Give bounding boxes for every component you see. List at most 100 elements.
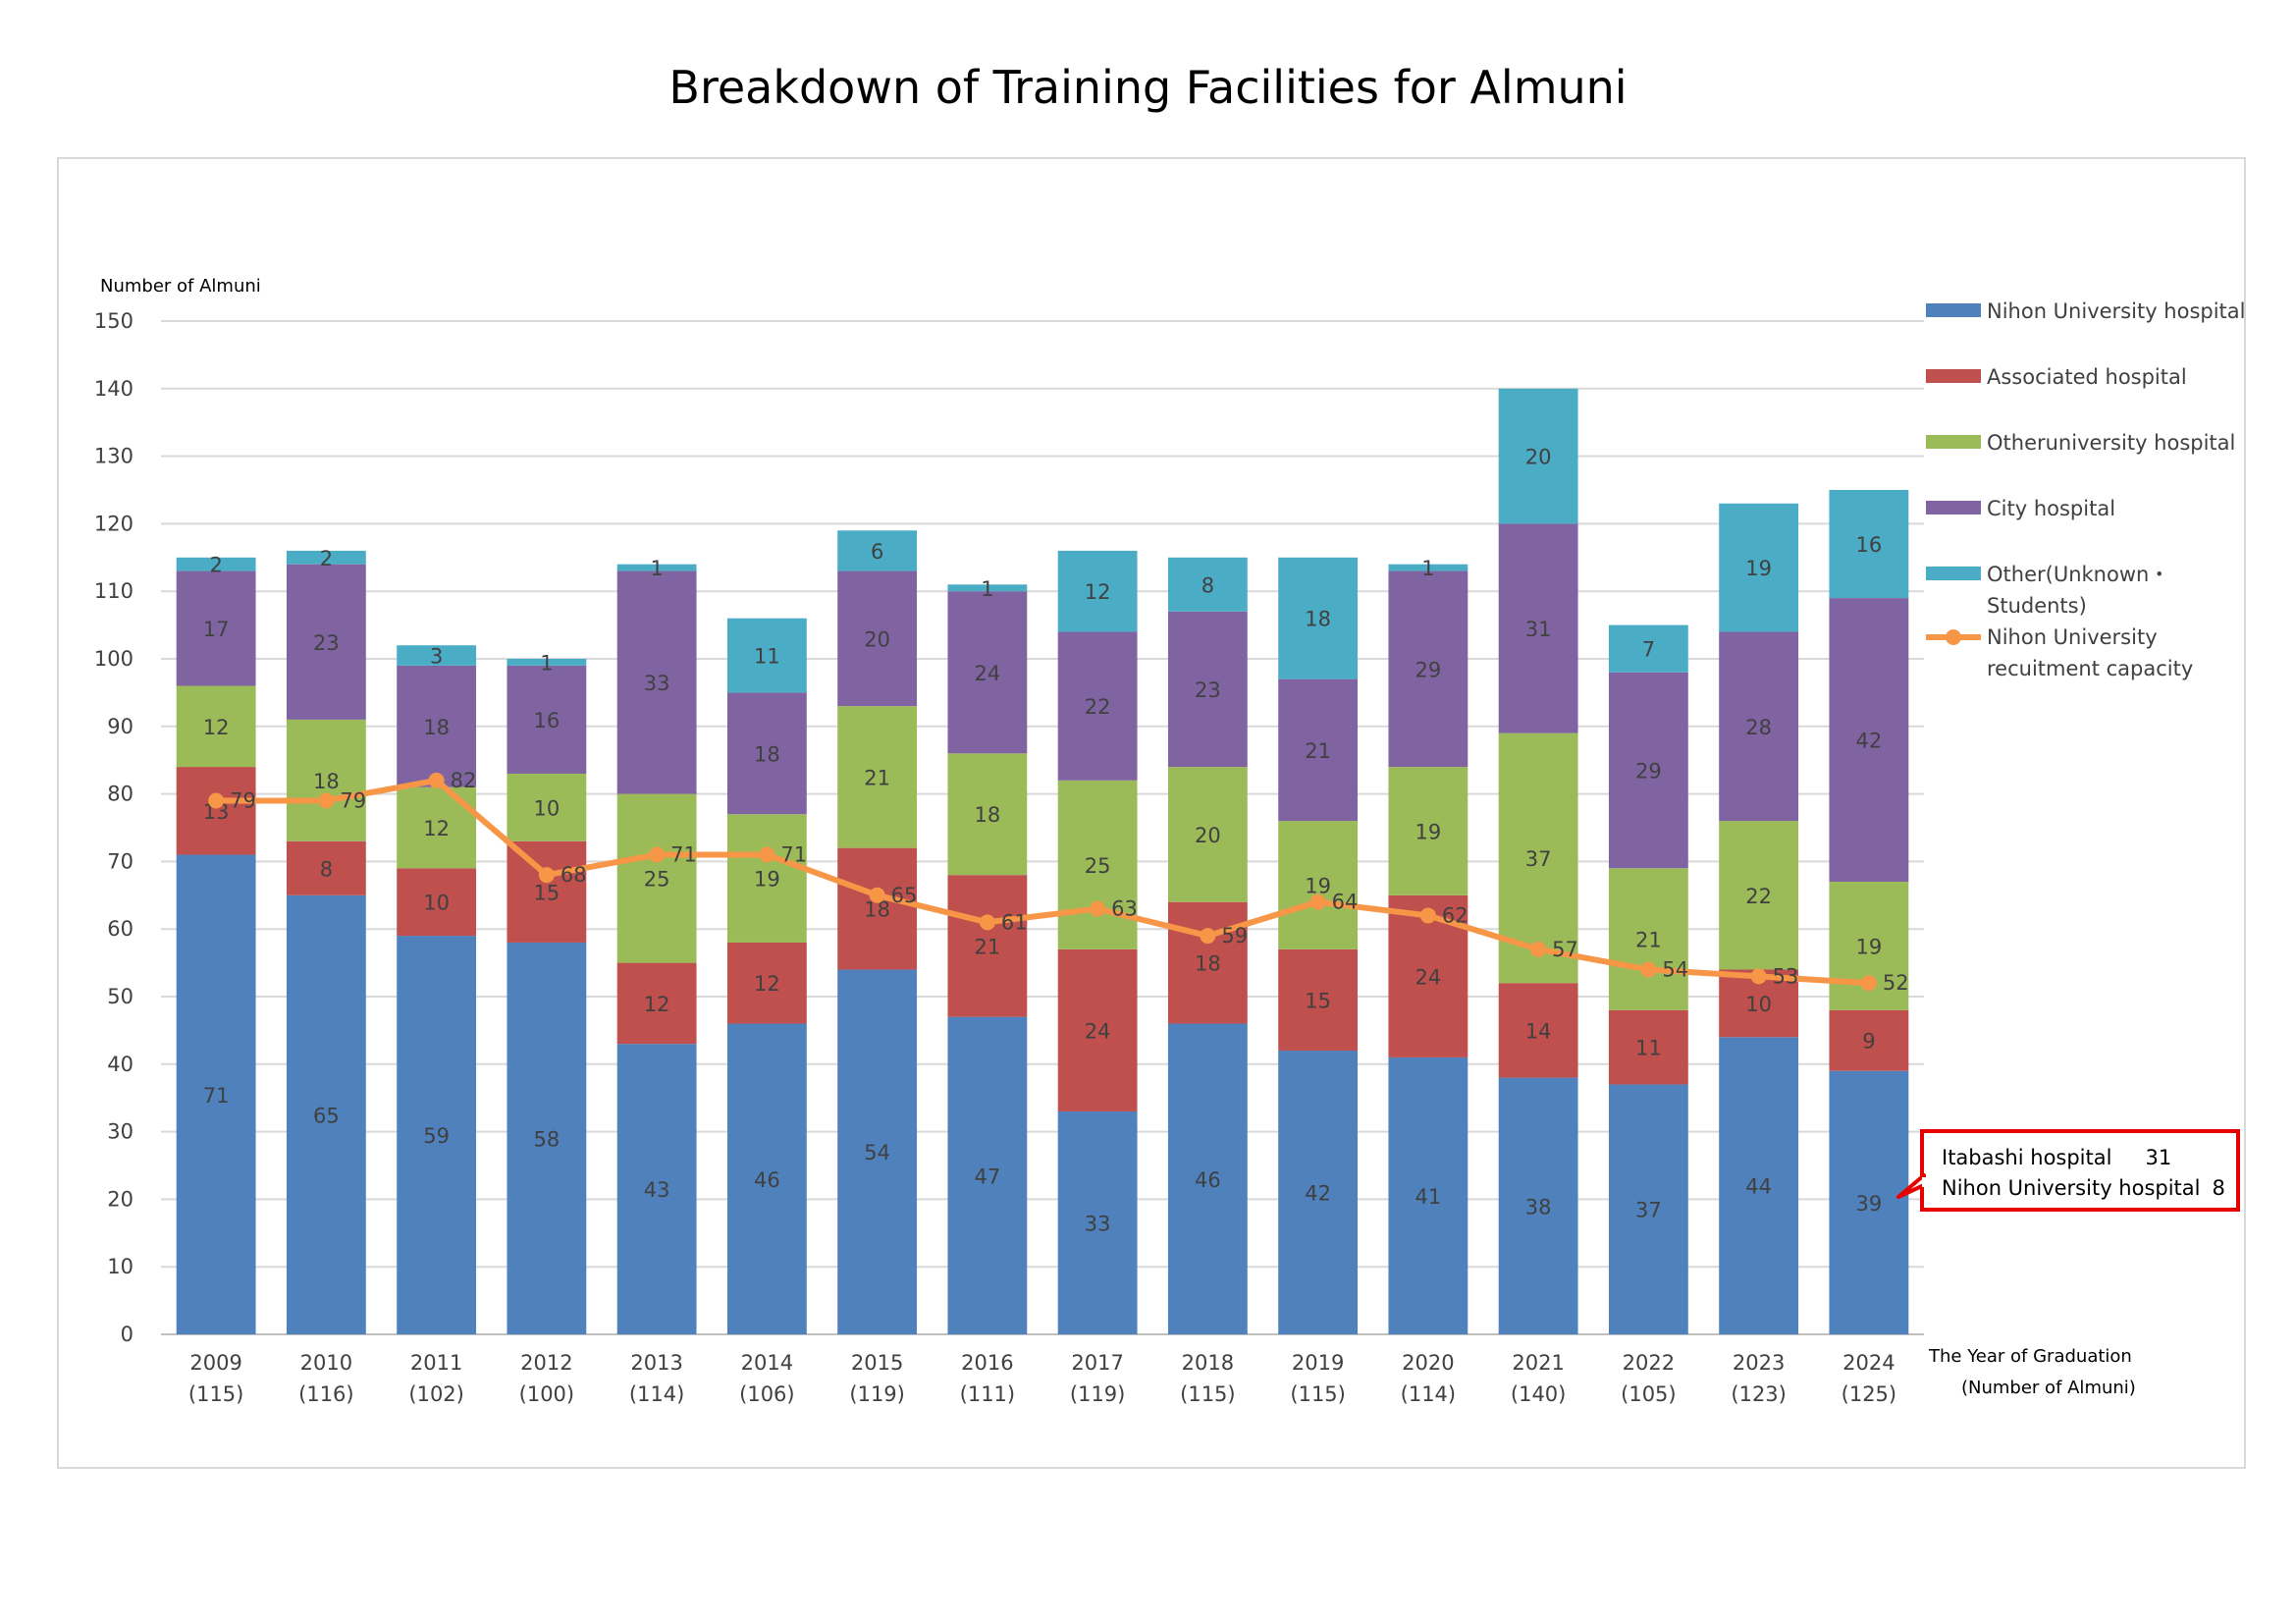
bar-segment [286, 550, 366, 565]
callout-row1-name: Itabashi hospital [1942, 1146, 2112, 1169]
bar-segment [1608, 624, 1688, 673]
bar-segment [397, 665, 477, 787]
bar-value-label: 10 [423, 892, 450, 915]
bar-segment [286, 719, 366, 841]
bar-segment [1057, 1110, 1138, 1334]
callout-pointer [1896, 1173, 1928, 1199]
bar-value-label: 24 [1085, 1019, 1111, 1043]
bar-value-label: 11 [754, 645, 780, 669]
bar-segment [1278, 678, 1359, 822]
bar-segment [507, 840, 587, 943]
capacity-point [1530, 941, 1547, 957]
bar-value-label: 46 [1195, 1168, 1221, 1192]
bar-value-label: 38 [1525, 1195, 1552, 1218]
bar-value-label: 19 [1305, 874, 1331, 897]
y-tick-label: 10 [107, 1255, 133, 1278]
bar-value-label: 33 [644, 672, 670, 695]
bar-value-label: 10 [1745, 993, 1772, 1016]
bar-segment [1719, 821, 1799, 970]
x-tick-total-label: (116) [298, 1382, 353, 1406]
bar-segment [726, 618, 807, 693]
bar-segment [726, 942, 807, 1024]
x-tick-label: 2009 [189, 1351, 241, 1375]
x-tick-total-label: (123) [1731, 1382, 1786, 1406]
bar-value-label: 3 [430, 645, 443, 669]
bar-segment [837, 570, 918, 707]
capacity-point [1309, 893, 1326, 910]
bar-value-label: 7 [1642, 638, 1655, 662]
y-tick-label: 110 [94, 579, 133, 603]
bar-segment [1167, 901, 1248, 1024]
bar-value-label: 1 [650, 557, 663, 580]
bar-value-label: 46 [754, 1168, 780, 1192]
bar-value-label: 41 [1415, 1185, 1442, 1209]
legend-line-marker [1946, 629, 1961, 645]
bar-value-label: 1 [1421, 557, 1434, 580]
bar-value-label: 18 [754, 742, 780, 766]
bar-value-label: 31 [1525, 618, 1552, 641]
bar-value-label: 8 [1201, 573, 1214, 597]
bar-value-label: 23 [1195, 678, 1221, 702]
capacity-point [538, 867, 555, 884]
capacity-value-label: 61 [1001, 910, 1028, 934]
bar-segment [726, 1023, 807, 1334]
bar-value-label: 1 [981, 577, 993, 601]
bar-value-label: 2 [209, 554, 222, 577]
y-tick-label: 60 [107, 917, 133, 941]
bar-segment [1498, 983, 1578, 1078]
bar-segment [1608, 672, 1688, 869]
bar-segment [1278, 557, 1359, 679]
y-tick-label: 90 [107, 715, 133, 738]
bar-segment [507, 773, 587, 841]
bar-segment [726, 692, 807, 815]
x-tick-total-label: (115) [1180, 1382, 1235, 1406]
bar-value-label: 29 [1415, 658, 1442, 681]
bar-segment [1388, 564, 1468, 571]
bar-segment [1719, 1037, 1799, 1334]
x-tick-label: 2010 [300, 1351, 352, 1375]
bar-segment [616, 570, 697, 794]
bar-segment [1498, 388, 1578, 524]
callout-row1-value: 31 [2145, 1146, 2172, 1169]
x-tick-total-label: (119) [1070, 1382, 1125, 1406]
x-tick-label: 2013 [630, 1351, 682, 1375]
y-tick-label: 20 [107, 1187, 133, 1211]
bar-segment [1278, 821, 1359, 949]
x-tick-label: 2023 [1733, 1351, 1785, 1375]
bar-value-label: 6 [871, 540, 883, 564]
bar-segment [286, 894, 366, 1334]
x-tick-label: 2011 [410, 1351, 462, 1375]
x-tick-total-label: (115) [1290, 1382, 1345, 1406]
bar-value-label: 23 [313, 631, 340, 655]
x-tick-label: 2020 [1402, 1351, 1454, 1375]
bar-segment [1167, 1023, 1248, 1334]
capacity-point [1090, 900, 1106, 917]
bar-segment [397, 936, 477, 1334]
bar-value-label: 12 [423, 817, 450, 840]
legend-swatch [1926, 369, 1981, 383]
bar-value-label: 65 [313, 1104, 340, 1127]
bar-value-label: 29 [1635, 760, 1662, 784]
y-tick-label: 40 [107, 1053, 133, 1076]
y-tick-label: 150 [94, 309, 133, 333]
capacity-value-label: 52 [1883, 971, 1909, 995]
bar-value-label: 54 [864, 1141, 890, 1164]
bar-value-label: 24 [1415, 965, 1442, 989]
bar-segment [1829, 598, 1909, 883]
y-tick-label: 70 [107, 849, 133, 873]
legend-label: Associated hospital [1987, 365, 2187, 389]
bar-value-label: 44 [1745, 1175, 1772, 1199]
bar-value-label: 9 [1862, 1030, 1875, 1054]
bar-value-label: 37 [1525, 847, 1552, 871]
legend-swatch [1926, 501, 1981, 514]
bar-segment [1719, 631, 1799, 822]
bar-segment [947, 1016, 1028, 1334]
bar-value-label: 25 [1085, 854, 1111, 878]
y-tick-label: 140 [94, 377, 133, 401]
x-tick-label: 2021 [1512, 1351, 1564, 1375]
bar-value-label: 12 [1085, 580, 1111, 604]
bar-value-label: 22 [1085, 695, 1111, 719]
bar-value-label: 18 [1305, 608, 1331, 631]
x-tick-total-label: (125) [1842, 1382, 1896, 1406]
bar-segment [1498, 523, 1578, 733]
